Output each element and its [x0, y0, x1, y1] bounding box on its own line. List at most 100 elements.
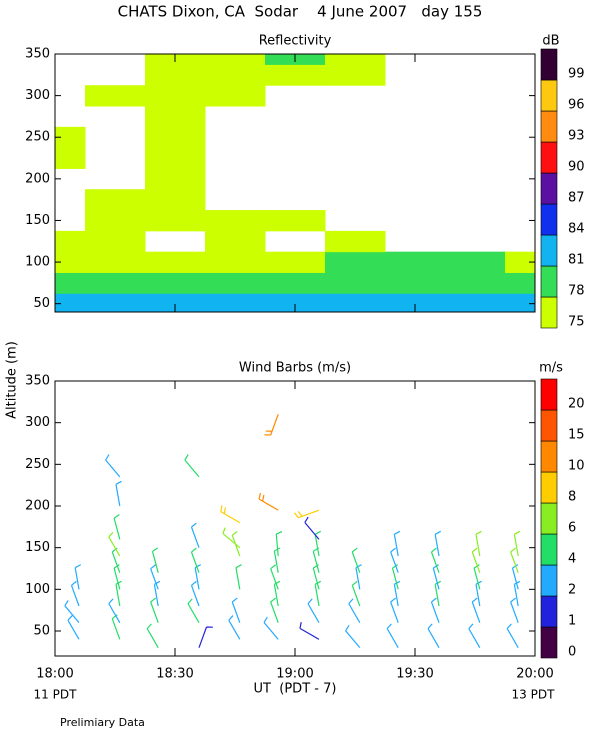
wind-barb: [304, 516, 320, 540]
y-tick-label: 150: [25, 213, 50, 228]
colorbar-segment: [540, 595, 558, 628]
y-tick-label: 300: [25, 415, 50, 430]
colorbar-label: 78: [568, 284, 585, 299]
contour-cell: [325, 272, 386, 294]
wind-barb: [506, 623, 519, 648]
wind-barb: [312, 564, 320, 590]
y-tick-label: 150: [25, 540, 50, 555]
y-tick-label: 250: [25, 457, 50, 472]
wind-barb: [434, 580, 442, 607]
colorbar-label: 2: [568, 583, 576, 598]
wind-barb: [270, 597, 279, 623]
contour-cell: [145, 147, 206, 169]
wind-barb: [471, 547, 481, 573]
wind-barb: [187, 598, 200, 623]
colorbar-segment: [540, 564, 558, 597]
x-tick-label: 20:00: [516, 667, 553, 682]
contour-cell: [385, 272, 446, 294]
wind-barb: [228, 615, 241, 640]
wind-barb: [475, 580, 482, 607]
wind-barb: [473, 564, 481, 590]
wind-barb: [150, 564, 159, 590]
x-tick-label: 18:00: [36, 667, 73, 682]
contour-cell: [265, 210, 326, 232]
contour-cell: [445, 272, 506, 294]
wind-barb: [64, 600, 80, 624]
colorbar-label: 1: [568, 614, 576, 629]
colorbar-label: 96: [568, 98, 585, 113]
contour-cell: [205, 85, 266, 107]
wind-barb: [386, 623, 399, 648]
wind-barb: [275, 531, 283, 557]
wind-barb: [513, 530, 521, 557]
wind-barb: [430, 597, 440, 623]
contour-cell: [265, 64, 326, 86]
contour-cell: [145, 64, 206, 86]
contour-cell: [145, 189, 206, 211]
contour-cell: [385, 251, 446, 273]
y-tick-label: 350: [25, 47, 50, 62]
contour-cell: [205, 54, 266, 65]
x-tick-label: 19:00: [276, 667, 313, 682]
wind-barb: [108, 531, 121, 557]
wind-barb: [510, 597, 519, 623]
y-tick-label: 200: [25, 171, 50, 186]
wind-barb: [390, 597, 399, 623]
contour-cell: [55, 230, 86, 253]
contour-cell: [205, 251, 266, 273]
wind-barb: [264, 414, 279, 436]
wind-barb: [198, 626, 213, 648]
contour-cell: [85, 272, 146, 294]
contour-cell: [505, 272, 535, 294]
wind-barb: [427, 623, 440, 648]
wind-barb: [67, 615, 80, 640]
contour-cell: [265, 251, 326, 273]
wind-barb: [113, 564, 121, 590]
wind-barb: [153, 580, 161, 607]
colorbar-label: 10: [568, 459, 585, 474]
contour-cell: [55, 293, 86, 312]
contour-cell: [85, 230, 146, 253]
contour-cell: [265, 293, 326, 312]
y-tick-label: 50: [33, 296, 50, 311]
wind-barb: [348, 598, 361, 623]
wind-barb: [430, 547, 440, 573]
wind-barb: [270, 564, 279, 590]
wind-barb: [293, 509, 320, 519]
contour-cell: [205, 64, 266, 86]
colorbar-label: 4: [568, 552, 576, 567]
footnote: Prelimiary Data: [60, 716, 145, 729]
wind-barb: [220, 505, 241, 524]
colorbar-segment: [540, 203, 558, 236]
panel-title: Reflectivity: [259, 34, 332, 49]
y-tick-label: 300: [25, 88, 50, 103]
left-note: 11 PDT: [34, 688, 78, 702]
colorbar-label: 20: [568, 397, 585, 412]
contour-cell: [505, 293, 535, 312]
contour-cell: [145, 106, 206, 128]
colorbar-unit: m/s: [539, 361, 563, 376]
colorbar-segment: [540, 48, 558, 81]
colorbar-label: 87: [568, 191, 585, 206]
wind-barb: [314, 530, 322, 557]
contour-cell: [265, 272, 326, 294]
wind-barb: [190, 580, 200, 607]
right-note: 13 PDT: [512, 688, 556, 702]
contour-field: [55, 54, 535, 312]
wind-barb: [194, 564, 202, 590]
colorbar-label: 81: [568, 253, 585, 268]
colorbar-segment: [540, 378, 558, 411]
wind-barb: [468, 623, 481, 648]
wind-barb: [307, 598, 320, 623]
wind-barb: [231, 530, 241, 557]
colorbar-segment: [540, 533, 558, 566]
plot-frame: [54, 380, 536, 657]
contour-cell: [325, 251, 386, 273]
wind-barb: [111, 547, 121, 573]
wind-barb: [513, 580, 521, 607]
wind-barb: [113, 514, 121, 540]
contour-cell: [145, 126, 206, 149]
contour-cell: [145, 272, 206, 294]
contour-cell: [145, 251, 206, 273]
wind-barb: [184, 454, 200, 478]
